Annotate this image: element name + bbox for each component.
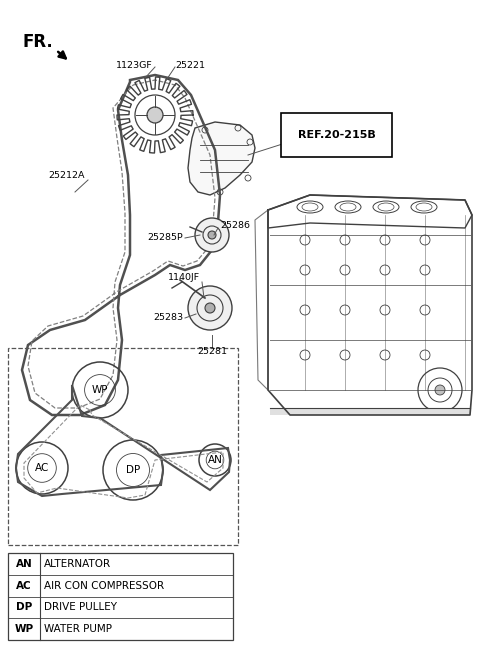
Text: WP: WP (92, 385, 108, 395)
Text: FR.: FR. (22, 33, 53, 51)
Bar (8, 348, 238, 545)
Text: AIR CON COMPRESSOR: AIR CON COMPRESSOR (44, 581, 164, 591)
Text: DP: DP (16, 602, 32, 612)
Circle shape (205, 303, 215, 313)
Text: 1140JF: 1140JF (168, 273, 200, 283)
Text: 25283: 25283 (153, 313, 183, 323)
Text: AC: AC (16, 581, 32, 591)
Text: WATER PUMP: WATER PUMP (44, 624, 112, 634)
Text: 25221: 25221 (175, 60, 205, 70)
Text: 25212A: 25212A (48, 171, 84, 179)
Text: WP: WP (14, 624, 34, 634)
Text: AN: AN (207, 455, 222, 465)
Text: DP: DP (126, 465, 140, 475)
Circle shape (435, 385, 445, 395)
Circle shape (147, 107, 163, 123)
Text: DRIVE PULLEY: DRIVE PULLEY (44, 602, 117, 612)
Text: 25281: 25281 (197, 348, 227, 357)
Text: REF.20-215B: REF.20-215B (298, 130, 376, 140)
Polygon shape (188, 122, 255, 195)
Text: 25285P: 25285P (147, 233, 183, 242)
Text: 25286: 25286 (220, 221, 250, 229)
Text: 1123GF: 1123GF (116, 60, 153, 70)
Circle shape (188, 286, 232, 330)
Text: AC: AC (35, 463, 49, 473)
Circle shape (208, 231, 216, 239)
Text: AN: AN (16, 559, 32, 569)
Bar (8, 553, 233, 640)
Circle shape (195, 218, 229, 252)
Text: ALTERNATOR: ALTERNATOR (44, 559, 111, 569)
